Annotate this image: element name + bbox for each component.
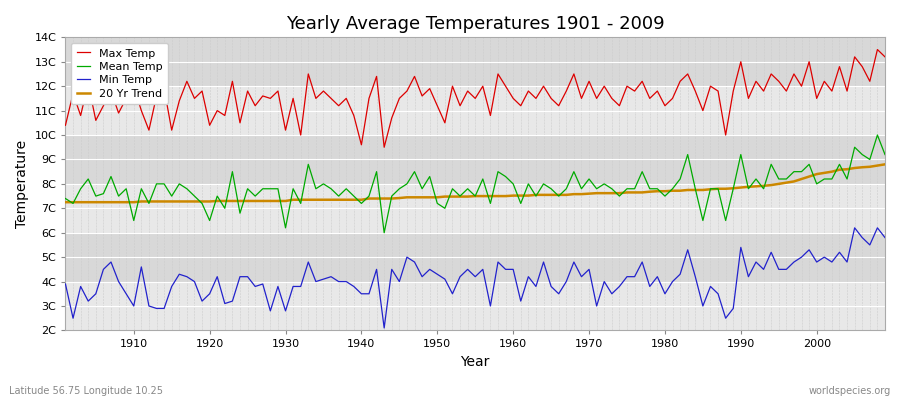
Title: Yearly Average Temperatures 1901 - 2009: Yearly Average Temperatures 1901 - 2009 bbox=[286, 15, 664, 33]
20 Yr Trend bbox=[500, 194, 511, 198]
X-axis label: Year: Year bbox=[461, 355, 490, 369]
Mean Temp bbox=[288, 186, 299, 191]
Mean Temp bbox=[379, 230, 390, 235]
Max Temp bbox=[333, 103, 344, 108]
Min Temp bbox=[850, 226, 860, 230]
Min Temp bbox=[60, 282, 71, 286]
Y-axis label: Temperature: Temperature bbox=[15, 140, 29, 228]
Text: worldspecies.org: worldspecies.org bbox=[809, 386, 891, 396]
Mean Temp bbox=[872, 133, 883, 138]
Bar bbox=[66, 233, 885, 282]
20 Yr Trend bbox=[60, 200, 71, 204]
Line: 20 Yr Trend: 20 Yr Trend bbox=[66, 164, 885, 202]
20 Yr Trend bbox=[288, 197, 299, 202]
Mean Temp bbox=[879, 152, 890, 157]
Line: Mean Temp: Mean Temp bbox=[66, 135, 885, 233]
20 Yr Trend bbox=[333, 197, 344, 202]
Mean Temp bbox=[121, 186, 131, 191]
Mean Temp bbox=[60, 196, 71, 201]
Bar bbox=[66, 135, 885, 184]
20 Yr Trend bbox=[121, 200, 131, 204]
Max Temp bbox=[508, 96, 518, 101]
Max Temp bbox=[121, 96, 131, 101]
Max Temp bbox=[288, 96, 299, 101]
Max Temp bbox=[872, 47, 883, 52]
Text: Latitude 56.75 Longitude 10.25: Latitude 56.75 Longitude 10.25 bbox=[9, 386, 163, 396]
Legend: Max Temp, Mean Temp, Min Temp, 20 Yr Trend: Max Temp, Mean Temp, Min Temp, 20 Yr Tre… bbox=[71, 43, 168, 104]
Min Temp bbox=[379, 326, 390, 330]
Bar bbox=[66, 184, 885, 233]
20 Yr Trend bbox=[598, 191, 609, 196]
Mean Temp bbox=[516, 201, 526, 206]
Max Temp bbox=[379, 145, 390, 150]
Min Temp bbox=[121, 291, 131, 296]
Bar bbox=[66, 282, 885, 330]
Min Temp bbox=[508, 267, 518, 272]
Line: Min Temp: Min Temp bbox=[66, 228, 885, 328]
Mean Temp bbox=[333, 194, 344, 198]
Max Temp bbox=[879, 54, 890, 59]
Min Temp bbox=[288, 284, 299, 289]
Min Temp bbox=[607, 291, 617, 296]
20 Yr Trend bbox=[879, 162, 890, 167]
Bar bbox=[66, 86, 885, 135]
Min Temp bbox=[879, 235, 890, 240]
Min Temp bbox=[516, 299, 526, 304]
Mean Temp bbox=[607, 186, 617, 191]
Max Temp bbox=[60, 123, 71, 128]
20 Yr Trend bbox=[508, 193, 518, 198]
Bar bbox=[66, 37, 885, 86]
Min Temp bbox=[333, 279, 344, 284]
Line: Max Temp: Max Temp bbox=[66, 50, 885, 147]
Max Temp bbox=[607, 96, 617, 101]
Mean Temp bbox=[508, 182, 518, 186]
Max Temp bbox=[516, 103, 526, 108]
